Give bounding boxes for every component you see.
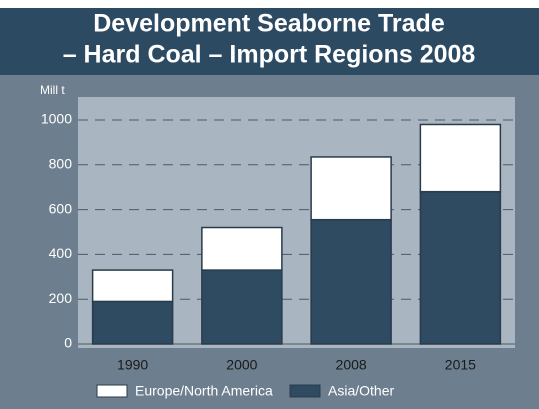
chart-title: Development Seaborne Trade	[93, 10, 445, 38]
y-tick-label: 400	[49, 245, 73, 261]
bar-segment	[91, 269, 174, 303]
bar-segment	[201, 226, 283, 271]
bar-segment	[201, 269, 283, 345]
bar-segment	[310, 218, 392, 345]
chart-title: – Hard Coal – Import Regions 2008	[63, 41, 476, 69]
x-tick-label: 2015	[445, 357, 476, 373]
y-tick-label: 200	[49, 290, 73, 306]
legend-label: Asia/Other	[328, 383, 394, 399]
bar-segment	[91, 300, 174, 345]
y-tick-label: 1000	[41, 111, 72, 127]
bar-segment	[419, 190, 502, 345]
y-tick-label: 0	[64, 335, 72, 351]
x-tick-label: 2008	[336, 357, 367, 373]
legend-swatch	[289, 384, 321, 398]
legend-swatch	[96, 384, 128, 398]
x-tick-label: 2000	[226, 357, 257, 373]
bar-segment	[310, 156, 392, 221]
legend-label: Europe/North America	[135, 383, 273, 399]
y-axis-label: Mill t	[40, 83, 65, 97]
x-tick-label: 1990	[117, 357, 148, 373]
bar-segment	[419, 123, 502, 193]
title-banner	[0, 8, 539, 75]
y-tick-label: 600	[49, 200, 73, 216]
y-tick-label: 800	[49, 156, 73, 172]
